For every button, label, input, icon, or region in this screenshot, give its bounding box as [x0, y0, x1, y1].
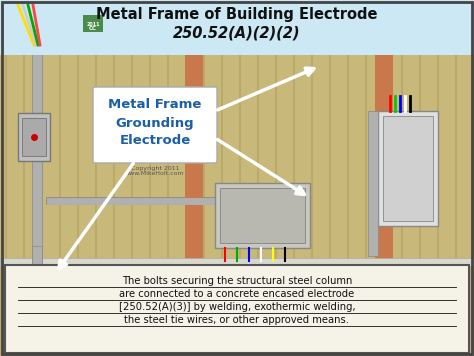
Bar [221, 55, 223, 266]
Bar [41, 55, 43, 266]
FancyBboxPatch shape [93, 87, 217, 163]
Bar [15, 274, 80, 304]
Bar [5, 55, 7, 266]
Text: are connected to a concrete encased electrode: are connected to a concrete encased elec… [119, 289, 355, 299]
Bar [368, 111, 378, 256]
Text: Metal Frame
Grounding
Electrode: Metal Frame Grounding Electrode [109, 99, 202, 147]
Bar [455, 55, 457, 266]
Bar [203, 55, 205, 266]
Bar [167, 55, 169, 266]
Bar [293, 55, 295, 266]
Bar [311, 55, 313, 266]
Bar [59, 55, 61, 266]
Bar [401, 55, 403, 266]
Bar [77, 55, 79, 266]
Text: the steel tie wires, or other approved means.: the steel tie wires, or other approved m… [125, 315, 349, 325]
Bar [375, 55, 393, 266]
Text: [250.52(A)(3)] by welding, exothermic welding,: [250.52(A)(3)] by welding, exothermic we… [118, 302, 356, 312]
Bar [0, 266, 474, 356]
Bar [473, 55, 474, 266]
Bar [378, 111, 438, 226]
Bar [365, 55, 367, 266]
Bar [347, 55, 349, 266]
Bar [383, 116, 433, 221]
Text: 2011: 2011 [86, 21, 100, 26]
Bar [83, 15, 103, 32]
Bar [95, 55, 97, 266]
Bar [185, 55, 187, 266]
Bar [131, 55, 133, 266]
Bar [419, 55, 421, 266]
Bar [257, 55, 259, 266]
Bar [23, 55, 25, 266]
Bar [22, 118, 46, 156]
Bar [239, 55, 241, 266]
Bar [18, 113, 50, 161]
Bar [5, 265, 469, 353]
Bar [2, 2, 472, 55]
Bar [149, 55, 151, 266]
Bar [275, 55, 277, 266]
Text: The bolts securing the structural steel column: The bolts securing the structural steel … [122, 276, 352, 286]
Text: Copyright 2011
www.MikeHolt.com: Copyright 2011 www.MikeHolt.com [125, 166, 185, 177]
Text: CC: CC [89, 26, 97, 31]
Text: 250.52(A)(2)(2): 250.52(A)(2)(2) [173, 26, 301, 41]
Bar [32, 5, 42, 276]
Bar [329, 55, 331, 266]
Bar [383, 55, 385, 266]
Bar [0, 55, 474, 266]
Text: Metal Frame of Building Electrode: Metal Frame of Building Electrode [96, 6, 378, 21]
Bar [220, 188, 305, 243]
Bar [185, 55, 203, 266]
Bar [113, 55, 115, 266]
Bar [0, 258, 474, 266]
Bar [215, 183, 310, 248]
Bar [437, 55, 439, 266]
Bar [32, 246, 42, 276]
